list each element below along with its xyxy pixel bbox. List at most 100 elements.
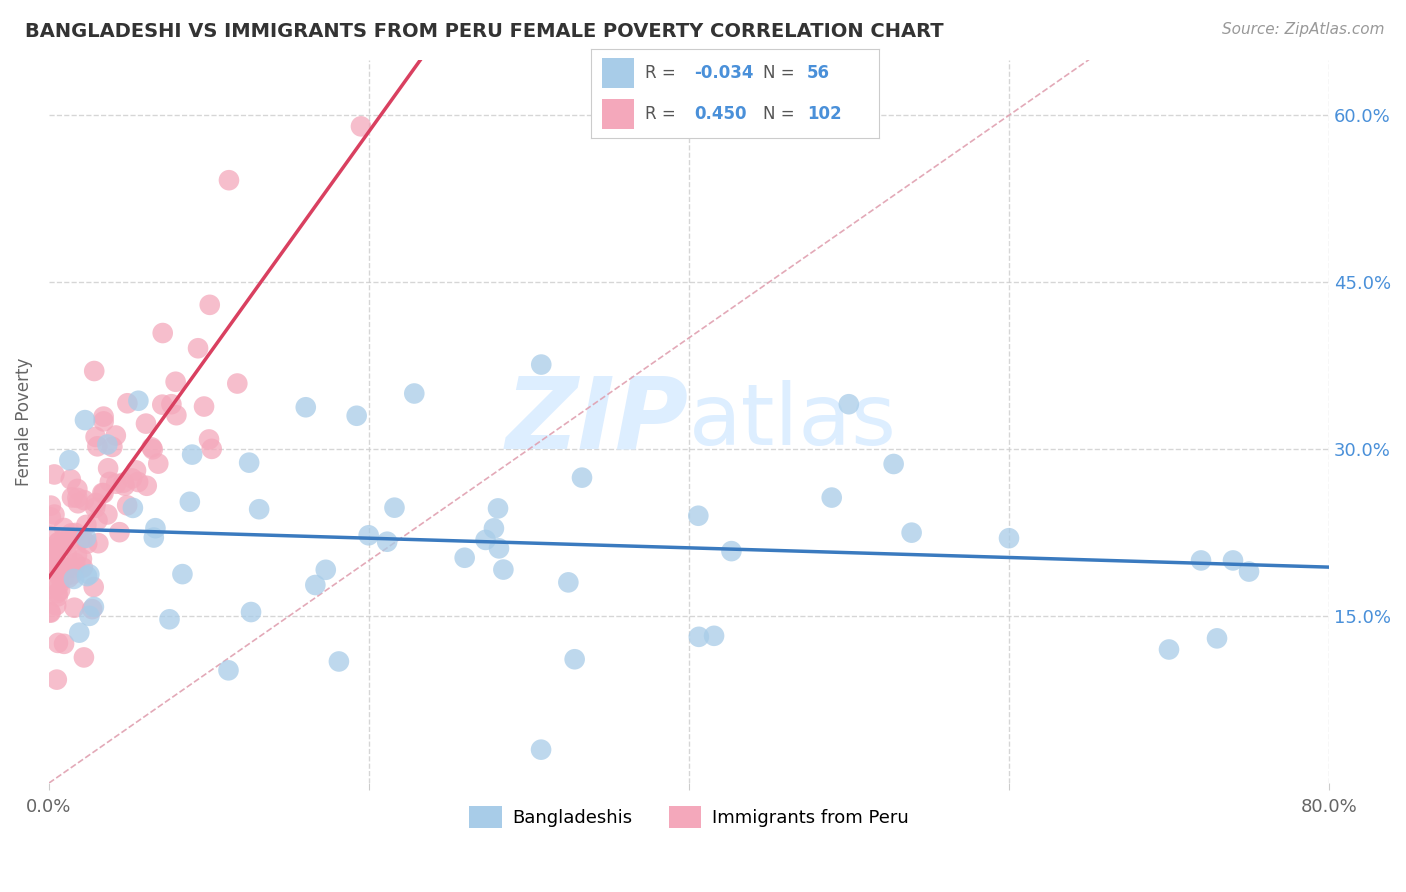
Point <box>73 413 96 427</box>
Point <box>201 442 224 456</box>
Point <box>198 298 221 312</box>
Point <box>384 500 406 515</box>
Point <box>63 600 86 615</box>
Point <box>79 608 101 623</box>
Point <box>39 581 62 595</box>
Point <box>530 742 553 756</box>
Point <box>96 437 118 451</box>
Point <box>187 341 209 355</box>
Point <box>45 560 67 574</box>
Point <box>148 457 170 471</box>
Point <box>165 375 187 389</box>
Point <box>46 636 69 650</box>
Point <box>821 491 844 505</box>
Point <box>39 550 62 565</box>
Point <box>93 409 115 424</box>
Point <box>84 500 107 515</box>
Text: atlas: atlas <box>689 380 897 463</box>
Point <box>328 655 350 669</box>
Point <box>65 556 87 570</box>
Point <box>46 535 69 549</box>
Point <box>135 417 157 431</box>
Point <box>83 599 105 614</box>
Point <box>172 567 194 582</box>
Text: Source: ZipAtlas.com: Source: ZipAtlas.com <box>1222 22 1385 37</box>
Text: ZIP: ZIP <box>506 373 689 470</box>
Point <box>482 521 505 535</box>
Point <box>883 457 905 471</box>
Bar <box>602 58 634 88</box>
Point <box>1222 553 1244 567</box>
Point <box>51 559 73 574</box>
Point <box>83 580 105 594</box>
Point <box>160 397 183 411</box>
Point <box>838 397 860 411</box>
Text: -0.034: -0.034 <box>695 64 754 82</box>
Point <box>45 599 67 613</box>
Point <box>93 486 115 500</box>
Point <box>42 546 65 560</box>
Point <box>53 531 76 545</box>
Point <box>75 531 97 545</box>
Bar <box>602 99 634 129</box>
Point <box>52 539 75 553</box>
Point <box>1157 642 1180 657</box>
Point <box>86 439 108 453</box>
Text: N =: N = <box>763 105 800 123</box>
Point <box>53 521 76 535</box>
Point <box>55 562 77 576</box>
Point <box>115 499 138 513</box>
Point <box>105 476 128 491</box>
Point <box>375 534 398 549</box>
Point <box>58 453 80 467</box>
Point <box>73 493 96 508</box>
Point <box>688 508 710 523</box>
Point <box>49 583 72 598</box>
Point <box>117 396 139 410</box>
Point <box>44 541 66 556</box>
Point <box>121 471 143 485</box>
Text: N =: N = <box>763 64 800 82</box>
Point <box>142 442 165 457</box>
Point <box>127 393 149 408</box>
Point <box>453 550 475 565</box>
Point <box>39 510 62 524</box>
Point <box>60 491 83 505</box>
Point <box>66 496 89 510</box>
Point <box>142 531 165 545</box>
Point <box>96 508 118 522</box>
Text: 0.450: 0.450 <box>695 105 747 123</box>
Point <box>218 173 240 187</box>
Text: 102: 102 <box>807 105 841 123</box>
Point <box>101 440 124 454</box>
Point <box>181 448 204 462</box>
Point <box>315 563 337 577</box>
Point <box>304 578 326 592</box>
Point <box>48 569 70 583</box>
Point <box>294 401 316 415</box>
Point <box>218 663 240 677</box>
Point <box>152 326 174 340</box>
Legend: Bangladeshis, Immigrants from Peru: Bangladeshis, Immigrants from Peru <box>463 799 917 836</box>
Point <box>41 559 63 574</box>
Point <box>65 525 87 540</box>
Point <box>84 496 107 510</box>
Point <box>474 533 496 547</box>
Text: R =: R = <box>645 105 682 123</box>
Point <box>247 502 270 516</box>
Point <box>39 606 62 620</box>
Point <box>97 461 120 475</box>
Point <box>688 630 710 644</box>
Point <box>44 508 66 522</box>
Y-axis label: Female Poverty: Female Poverty <box>15 357 32 485</box>
Point <box>193 400 215 414</box>
Point <box>73 650 96 665</box>
Point <box>67 625 90 640</box>
Point <box>46 586 69 600</box>
Point <box>357 528 380 542</box>
Point <box>42 559 65 574</box>
Point <box>45 562 67 576</box>
Point <box>150 398 173 412</box>
Point <box>238 456 260 470</box>
Point <box>48 578 70 592</box>
